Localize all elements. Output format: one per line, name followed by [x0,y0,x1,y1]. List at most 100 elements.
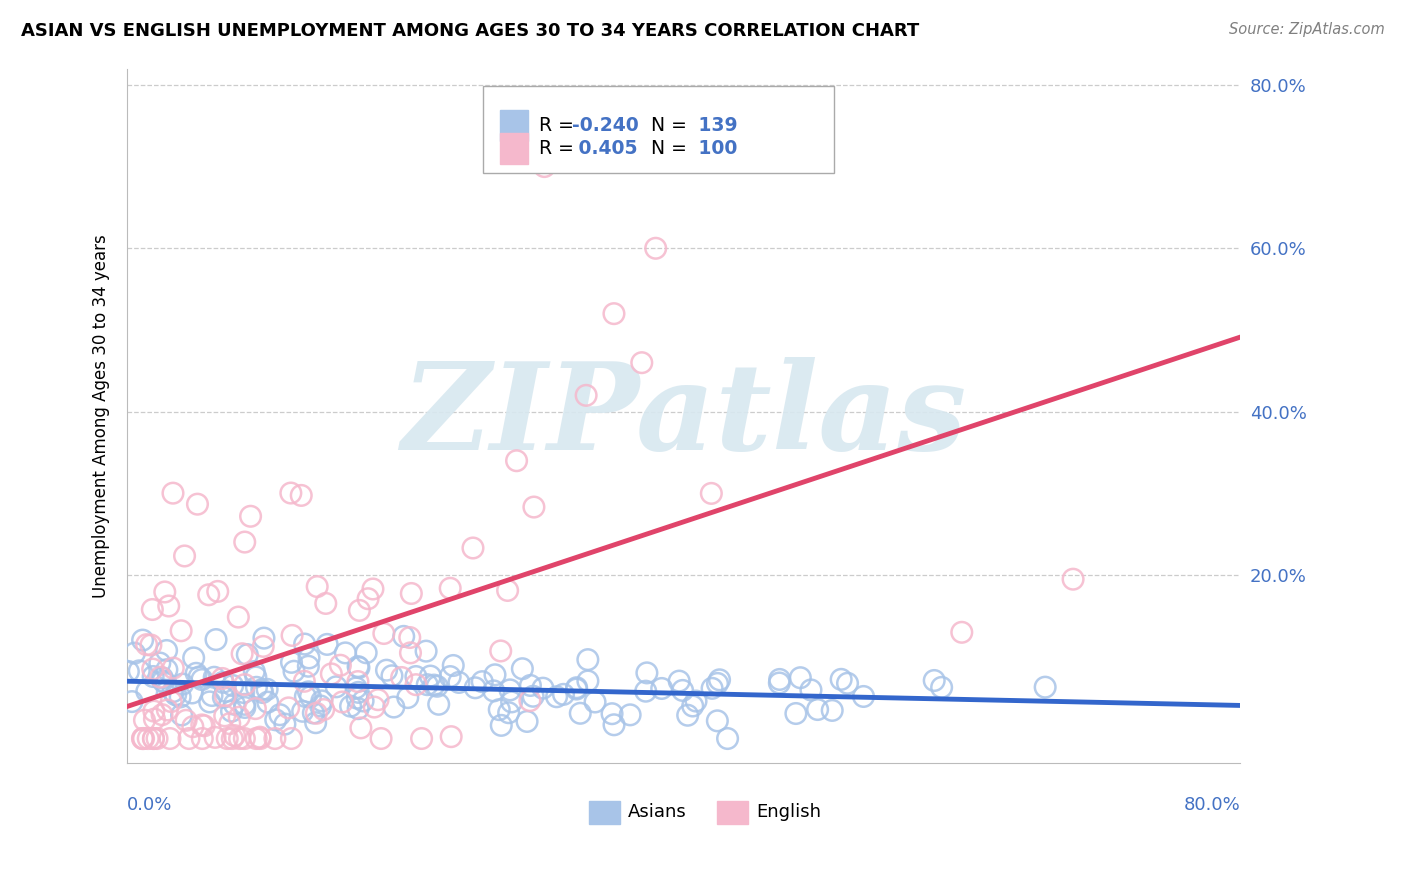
Point [399,646,422,660]
Point [807,702,830,716]
Point [135,638,157,652]
Point [221,731,243,746]
Point [668,674,690,689]
Point [516,714,538,729]
Point [252,685,274,699]
Point [347,660,370,674]
Point [294,690,316,704]
Point [224,729,246,743]
Point [768,676,790,690]
Text: R =: R = [538,139,586,158]
Point [411,731,433,746]
Point [139,638,162,652]
Point [212,690,235,705]
Point [852,690,875,704]
Point [141,602,163,616]
Point [156,703,179,717]
Point [256,695,278,709]
Point [305,715,328,730]
Point [292,674,315,689]
Point [150,707,173,722]
Point [233,535,256,549]
Point [170,624,193,638]
Point [496,583,519,598]
Text: English: English [756,803,821,821]
Point [837,676,859,690]
Point [280,486,302,500]
Point [294,637,316,651]
Point [706,714,728,728]
Text: Asians: Asians [628,803,686,821]
Point [830,673,852,687]
Point [484,667,506,681]
Point [350,721,373,735]
Point [159,731,181,746]
Point [162,684,184,698]
Point [302,706,325,720]
Point [197,588,219,602]
Point [212,675,235,690]
Text: 0.405: 0.405 [572,139,638,158]
Point [252,640,274,654]
Point [346,691,368,706]
Point [228,731,250,746]
Point [498,706,520,720]
Point [381,669,404,683]
Point [439,581,461,595]
Point [651,681,673,696]
Point [152,673,174,688]
Point [603,307,626,321]
Point [785,706,807,721]
Point [325,680,347,694]
Point [172,677,194,691]
Point [142,704,165,718]
Point [299,690,322,704]
Point [531,681,554,696]
Point [232,685,254,699]
Point [149,656,172,670]
Point [671,683,693,698]
Point [186,497,208,511]
Point [291,704,314,718]
Point [676,708,699,723]
Text: N =: N = [638,139,693,158]
Point [491,718,513,732]
FancyBboxPatch shape [717,800,748,824]
Point [280,731,302,746]
Point [354,646,377,660]
Point [250,682,273,697]
Text: Source: ZipAtlas.com: Source: ZipAtlas.com [1229,22,1385,37]
Point [546,690,568,704]
Point [222,679,245,693]
Point [186,666,208,681]
Point [706,676,728,690]
Point [142,731,165,746]
Point [800,682,823,697]
Point [256,682,278,697]
Text: ZIPatlas: ZIPatlas [401,357,966,475]
Point [339,699,361,714]
Point [290,488,312,502]
Point [191,731,214,746]
Point [177,731,200,746]
Point [464,681,486,695]
Point [142,669,165,683]
Point [565,681,588,695]
Point [519,693,541,707]
Point [228,710,250,724]
Point [553,687,575,701]
Text: 139: 139 [692,116,738,135]
Point [391,671,413,685]
Point [634,684,657,698]
Point [619,707,641,722]
Point [228,610,250,624]
Point [245,731,267,746]
Point [236,648,259,662]
Text: 100: 100 [692,139,738,158]
Point [644,241,666,255]
Point [231,647,253,661]
Point [347,659,370,673]
Point [170,708,193,723]
Point [211,672,233,686]
Point [347,674,370,689]
